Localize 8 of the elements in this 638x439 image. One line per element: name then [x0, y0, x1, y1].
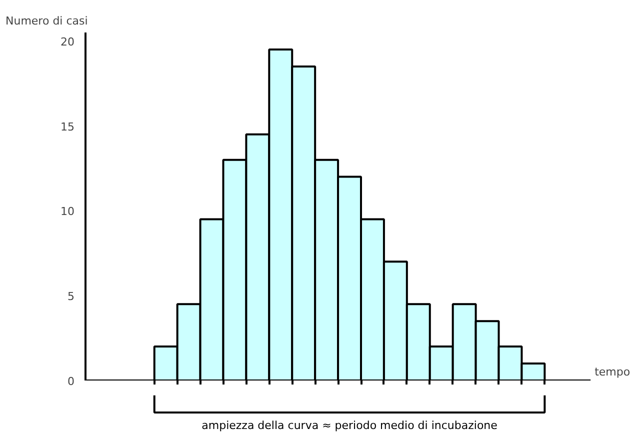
y-tick-label: 15	[60, 120, 75, 134]
y-tick-label: 0	[68, 375, 74, 388]
y-axis-title: Numero di casi	[6, 14, 88, 28]
y-tick-label: 10	[60, 205, 75, 218]
y-tick-label: 20	[60, 35, 75, 48]
y-tick-label: 5	[68, 290, 74, 304]
x-axis-title: tempo	[594, 366, 630, 378]
text: ampiezza della curva ≈ periodo medio di incubazione	[202, 418, 498, 432]
